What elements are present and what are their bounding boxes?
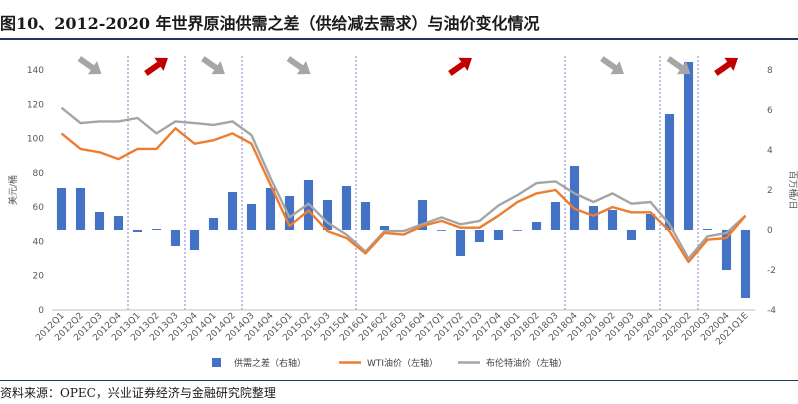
left-tick-0: 0 [38, 306, 44, 316]
bar-2016Q2 [379, 226, 390, 230]
arrow-head [211, 61, 225, 75]
left-tick-20: 20 [33, 272, 45, 282]
arrow-head [676, 61, 691, 75]
right-tick--4: -4 [767, 306, 776, 316]
arrow-head [296, 61, 311, 75]
oil-supply-demand-chart: 0 20 40 60 80 100 120 140 美元/桶 -4 -2 0 2 4 6 8 百万桶/日 20… [7, 56, 798, 369]
legend-label-1: 供需之差（右轴） [234, 357, 306, 369]
period-dividers [127, 56, 699, 310]
legend: 供需之差（右轴） WTI油价（左轴） 布伦特油价（左轴） [212, 357, 567, 369]
right-tick-8: 8 [767, 66, 773, 76]
legend-label-3: 布伦特油价（左轴） [486, 357, 567, 369]
right-tick-6: 6 [767, 106, 773, 116]
line-series [60, 106, 747, 264]
legend-label-2: WTI油价（左轴） [367, 357, 438, 369]
right-tick-0: 0 [767, 226, 773, 236]
left-tick-40: 40 [33, 237, 45, 247]
bar-2012Q2 [75, 188, 86, 230]
arrow-head [87, 61, 102, 75]
right-tick-4: 4 [767, 146, 773, 156]
bar-2019Q3 [626, 230, 637, 240]
arrow-shaft [286, 56, 304, 71]
arrow-head [458, 57, 472, 71]
bar-2017Q1 [436, 230, 447, 231]
bar-2019Q4 [645, 214, 656, 230]
x-axis: 2012Q12012Q22012Q32012Q42013Q12013Q22013… [34, 309, 755, 347]
bar-2013Q1 [132, 230, 143, 232]
bar-2013Q3 [170, 230, 181, 246]
bar-2017Q4 [493, 230, 504, 240]
right-tick--2: -2 [767, 266, 776, 276]
bar-2020Q4 [721, 230, 732, 270]
left-axis: 0 20 40 60 80 100 120 140 美元/桶 [7, 66, 44, 316]
bar-2017Q3 [474, 230, 485, 242]
arrow-shaft [77, 56, 95, 71]
arrow-down-icon-4 [286, 56, 311, 75]
bar-2012Q1 [56, 188, 67, 230]
bar-2016Q4 [417, 200, 428, 230]
wti-price-line [60, 127, 747, 264]
left-tick-100: 100 [27, 135, 44, 145]
bar-2018Q3 [550, 202, 561, 230]
right-axis-label: 百万桶/日 [787, 170, 798, 209]
arrow-shaft [666, 56, 684, 71]
arrow-up-icon-5 [448, 57, 472, 76]
chart-title: 图10、2012-2020 年世界原油供需之差（供给减去需求）与油价变化情况 [0, 14, 540, 33]
arrow-shaft [144, 61, 162, 76]
arrow-shaft [448, 61, 466, 76]
arrow-down-icon-3 [201, 56, 225, 75]
arrow-head [724, 57, 738, 71]
bar-2014Q4 [265, 188, 276, 230]
bar-2012Q3 [94, 212, 105, 230]
brent-price-line [60, 106, 747, 260]
bar-series [56, 62, 751, 298]
bar-2015Q3 [322, 200, 333, 230]
arrow-down-icon-6 [600, 56, 624, 75]
bar-2014Q2 [227, 192, 238, 230]
bar-2014Q3 [246, 204, 257, 230]
bar-2015Q4 [341, 186, 352, 230]
left-tick-80: 80 [33, 169, 45, 179]
bar-2018Q2 [531, 222, 542, 230]
arrow-head [154, 57, 168, 71]
legend-swatch-1 [212, 358, 221, 367]
arrow-down-icon-1 [77, 56, 102, 75]
source-note: 资料来源：OPEC，兴业证券经济与金融研究院整理 [0, 386, 276, 400]
arrow-down-icon-7 [666, 56, 691, 75]
left-tick-60: 60 [33, 203, 45, 213]
bar-2020Q1 [664, 114, 675, 230]
right-tick-2: 2 [767, 186, 773, 196]
arrow-up-icon-2 [144, 57, 168, 76]
bar-2013Q4 [189, 230, 200, 250]
left-axis-label: 美元/桶 [7, 175, 19, 205]
bar-2020Q2 [683, 62, 694, 230]
bar-2015Q1 [284, 196, 295, 230]
bar-2018Q4 [569, 166, 580, 230]
bar-2019Q1 [588, 206, 599, 230]
arrow-shaft [600, 56, 618, 71]
bar-2013Q2 [151, 229, 162, 230]
bar-2021Q1E [740, 230, 751, 298]
title-row: 图10、2012-2020 年世界原油供需之差（供给减去需求）与油价变化情况 [0, 0, 798, 40]
arrow-head [610, 61, 624, 75]
right-axis: -4 -2 0 2 4 6 8 百万桶/日 [767, 66, 798, 316]
source-rule [0, 380, 798, 381]
arrow-shaft [201, 56, 219, 71]
trend-arrows [77, 56, 738, 76]
bar-2014Q1 [208, 218, 219, 230]
bar-2012Q4 [113, 216, 124, 230]
bar-2016Q1 [360, 202, 371, 230]
left-tick-140: 140 [27, 66, 44, 76]
left-tick-120: 120 [27, 100, 44, 110]
bar-2018Q1 [512, 230, 523, 231]
arrow-up-icon-8 [714, 57, 738, 76]
title-rule [0, 38, 798, 40]
bar-2019Q2 [607, 210, 618, 230]
bar-2020Q3 [702, 229, 713, 230]
arrow-shaft [714, 61, 732, 76]
bar-2017Q2 [455, 230, 466, 256]
